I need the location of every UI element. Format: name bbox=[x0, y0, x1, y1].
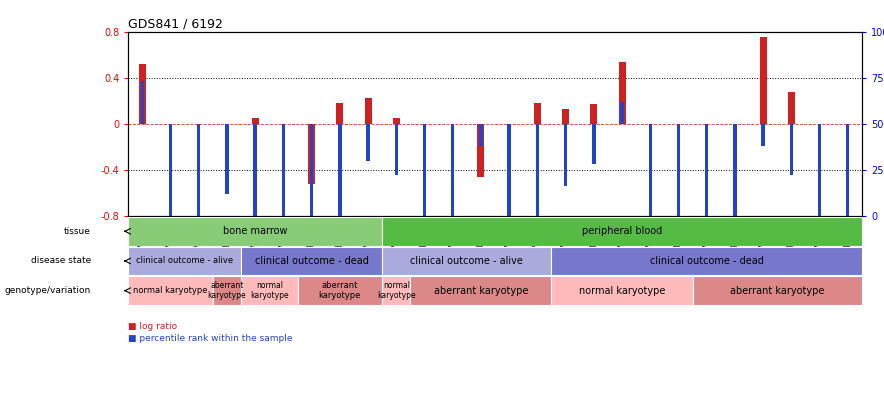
Bar bbox=[309, 124, 315, 184]
Bar bbox=[705, 124, 708, 216]
Text: normal karyotype: normal karyotype bbox=[133, 286, 208, 295]
Bar bbox=[254, 124, 257, 216]
Text: ■ log ratio: ■ log ratio bbox=[128, 322, 178, 331]
Bar bbox=[382, 217, 862, 246]
Bar bbox=[619, 62, 626, 124]
Bar bbox=[252, 118, 259, 124]
Bar bbox=[761, 124, 765, 146]
Text: peripheral blood: peripheral blood bbox=[582, 226, 662, 236]
Bar bbox=[692, 276, 862, 305]
Bar bbox=[677, 124, 680, 216]
Text: clinical outcome - alive: clinical outcome - alive bbox=[410, 256, 523, 266]
Bar bbox=[382, 247, 552, 275]
Bar bbox=[241, 276, 298, 305]
Bar bbox=[410, 276, 552, 305]
Bar bbox=[364, 99, 371, 124]
Bar bbox=[139, 64, 146, 124]
Bar bbox=[479, 124, 483, 146]
Text: aberrant
karyotype: aberrant karyotype bbox=[208, 281, 247, 300]
Bar bbox=[592, 124, 596, 164]
Bar bbox=[128, 217, 382, 246]
Bar bbox=[366, 124, 370, 160]
Bar bbox=[477, 124, 484, 177]
Bar bbox=[394, 124, 398, 175]
Bar bbox=[534, 103, 541, 124]
Bar bbox=[818, 124, 821, 216]
Bar bbox=[621, 102, 624, 124]
Bar bbox=[451, 124, 454, 216]
Bar bbox=[564, 124, 568, 187]
Bar bbox=[536, 124, 539, 216]
Bar bbox=[213, 276, 241, 305]
Bar bbox=[197, 124, 201, 216]
Bar bbox=[241, 247, 382, 275]
Text: normal karyotype: normal karyotype bbox=[579, 286, 666, 296]
Bar bbox=[339, 124, 341, 216]
Bar bbox=[141, 82, 144, 124]
Text: normal
karyotype: normal karyotype bbox=[250, 281, 288, 300]
Text: aberrant
karyotype: aberrant karyotype bbox=[318, 281, 361, 300]
Text: clinical outcome - dead: clinical outcome - dead bbox=[650, 256, 764, 266]
Bar bbox=[552, 247, 862, 275]
Bar bbox=[169, 124, 172, 216]
Text: normal
karyotype: normal karyotype bbox=[377, 281, 415, 300]
Bar bbox=[789, 124, 793, 175]
Text: disease state: disease state bbox=[31, 257, 91, 265]
Bar bbox=[759, 38, 766, 124]
Bar bbox=[562, 109, 569, 124]
Bar bbox=[733, 124, 736, 216]
Bar bbox=[128, 247, 241, 275]
Text: aberrant karyotype: aberrant karyotype bbox=[730, 286, 825, 296]
Bar bbox=[310, 124, 313, 216]
Text: clinical outcome - dead: clinical outcome - dead bbox=[255, 256, 369, 266]
Bar bbox=[225, 124, 229, 194]
Bar bbox=[846, 124, 850, 216]
Text: GDS841 / 6192: GDS841 / 6192 bbox=[128, 17, 223, 30]
Text: ■ percentile rank within the sample: ■ percentile rank within the sample bbox=[128, 334, 293, 343]
Text: bone marrow: bone marrow bbox=[223, 226, 287, 236]
Bar bbox=[423, 124, 426, 216]
Bar bbox=[282, 124, 285, 216]
Bar bbox=[591, 104, 598, 124]
Bar bbox=[298, 276, 382, 305]
Bar bbox=[507, 124, 511, 216]
Text: aberrant karyotype: aberrant karyotype bbox=[434, 286, 528, 296]
Bar bbox=[392, 118, 400, 124]
Bar bbox=[788, 91, 795, 124]
Text: genotype/variation: genotype/variation bbox=[4, 286, 91, 295]
Bar bbox=[552, 276, 692, 305]
Bar bbox=[336, 103, 343, 124]
Bar bbox=[382, 276, 410, 305]
Bar bbox=[649, 124, 652, 216]
Bar bbox=[128, 276, 213, 305]
Text: tissue: tissue bbox=[65, 227, 91, 236]
Text: clinical outcome - alive: clinical outcome - alive bbox=[136, 257, 233, 265]
